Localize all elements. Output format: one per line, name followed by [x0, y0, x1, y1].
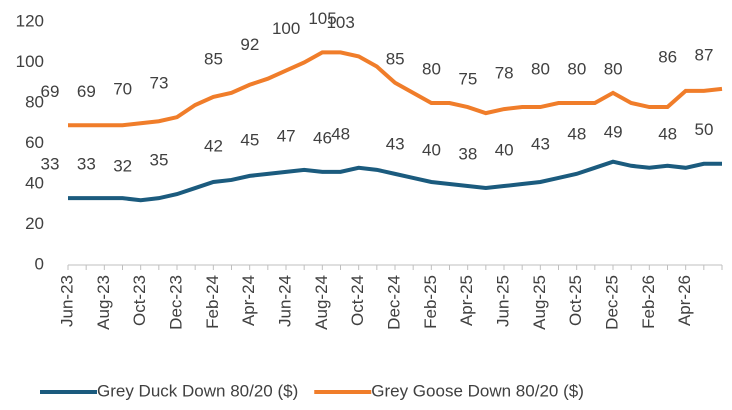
x-tick-label: Dec-25 — [602, 275, 621, 330]
x-tick-label: Dec-24 — [384, 275, 403, 330]
x-tick-label: Jun-25 — [493, 275, 512, 327]
data-label: 46 — [313, 128, 332, 147]
data-label: 49 — [604, 122, 623, 141]
data-label: 48 — [658, 124, 677, 143]
data-label: 80 — [604, 59, 623, 78]
data-label: 80 — [531, 59, 550, 78]
x-tick-label: Aug-23 — [94, 275, 113, 330]
y-tick-label: 100 — [16, 52, 44, 71]
data-label: 87 — [695, 45, 714, 64]
y-tick-label: 20 — [25, 214, 44, 233]
data-label: 86 — [658, 47, 677, 66]
line-series — [68, 159, 722, 203]
data-label: 42 — [204, 136, 223, 155]
x-tick-label: Jun-24 — [275, 275, 294, 327]
y-tick-label: 80 — [25, 92, 44, 111]
x-tick-label: Feb-24 — [203, 275, 222, 329]
data-label: 47 — [277, 126, 296, 145]
y-tick-label: 60 — [25, 133, 44, 152]
x-tick-label: Feb-26 — [639, 275, 658, 329]
data-label: 85 — [386, 49, 405, 68]
y-tick-label: 40 — [25, 173, 44, 192]
x-tick-label: Aug-25 — [530, 275, 549, 330]
data-label: 100 — [272, 19, 300, 38]
x-tick-label: Apr-26 — [675, 275, 694, 326]
data-label: 73 — [150, 74, 169, 93]
x-tick-label: Jun-23 — [57, 275, 76, 327]
data-label: 35 — [150, 151, 169, 170]
data-label: 45 — [240, 130, 259, 149]
data-label: 50 — [695, 120, 714, 139]
data-label: 103 — [326, 13, 354, 32]
data-label: 70 — [113, 80, 132, 99]
y-tick-label: 120 — [16, 11, 44, 30]
data-label: 32 — [113, 157, 132, 176]
data-label: 38 — [458, 145, 477, 164]
data-label: 85 — [204, 49, 223, 68]
data-label: 33 — [77, 155, 96, 174]
x-tick-label: Aug-24 — [312, 275, 331, 330]
x-tick-label: Oct-23 — [130, 275, 149, 326]
data-label: 40 — [422, 140, 441, 159]
data-label: 43 — [386, 134, 405, 153]
data-label: 48 — [567, 124, 586, 143]
data-label: 48 — [331, 124, 350, 143]
data-label: 80 — [567, 59, 586, 78]
data-label: 92 — [240, 35, 259, 54]
x-tick-label: Oct-25 — [566, 275, 585, 326]
data-label: 80 — [422, 59, 441, 78]
data-label: 75 — [458, 70, 477, 89]
data-label: 40 — [495, 140, 514, 159]
y-tick-label: 0 — [35, 254, 44, 273]
data-label: 78 — [495, 64, 514, 83]
legend-label: Grey Goose Down 80/20 ($) — [371, 381, 584, 400]
x-tick-label: Dec-23 — [166, 275, 185, 330]
x-tick-label: Apr-24 — [239, 275, 258, 326]
data-label: 43 — [531, 134, 550, 153]
x-tick-label: Apr-25 — [457, 275, 476, 326]
x-tick-label: Oct-24 — [348, 275, 367, 326]
data-label: 69 — [41, 82, 60, 101]
data-label: 69 — [77, 82, 96, 101]
x-tick-label: Feb-25 — [421, 275, 440, 329]
legend-label: Grey Duck Down 80/20 ($) — [97, 381, 298, 400]
data-label: 105 — [308, 9, 336, 28]
data-label: 33 — [41, 155, 60, 174]
line-series — [68, 50, 723, 128]
